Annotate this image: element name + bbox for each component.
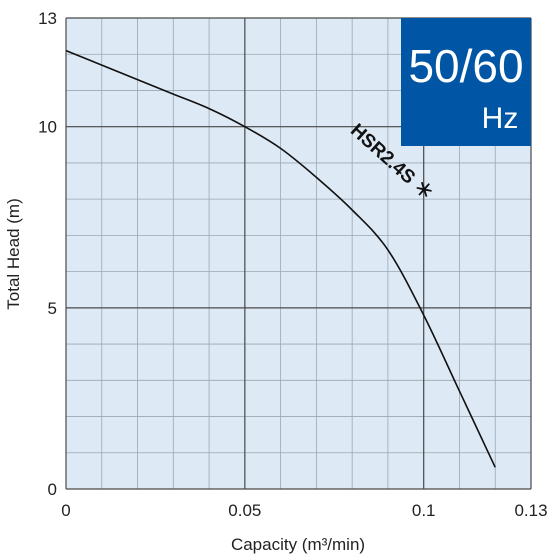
x-axis-title: Capacity (m³/min) <box>231 535 365 554</box>
y-tick-label: 10 <box>38 118 57 137</box>
y-axis-title: Total Head (m) <box>4 198 23 309</box>
x-tick-labels: 0 0.05 0.1 0.13 <box>61 501 547 520</box>
badge-frequency: 50/60 <box>408 40 523 92</box>
x-tick-label: 0.1 <box>412 501 436 520</box>
frequency-badge: 50/60 Hz <box>401 18 531 146</box>
x-tick-label: 0.05 <box>228 501 261 520</box>
y-tick-labels: 0 5 10 13 <box>38 9 57 499</box>
y-tick-label: 13 <box>38 9 57 28</box>
x-tick-label: 0 <box>61 501 70 520</box>
y-tick-label: 5 <box>48 299 57 318</box>
badge-unit: Hz <box>482 102 519 135</box>
performance-curve <box>65 49 496 468</box>
x-tick-label: 0.13 <box>514 501 547 520</box>
badge-background <box>401 18 531 146</box>
y-tick-label: 0 <box>48 480 57 499</box>
